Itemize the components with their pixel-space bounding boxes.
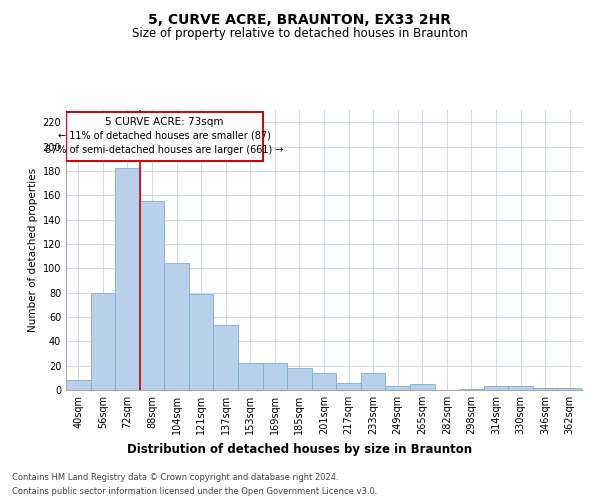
Text: 5, CURVE ACRE, BRAUNTON, EX33 2HR: 5, CURVE ACRE, BRAUNTON, EX33 2HR [149, 12, 452, 26]
Bar [459, 389, 484, 390]
Bar [287, 368, 312, 390]
Text: Distribution of detached houses by size in Braunton: Distribution of detached houses by size … [127, 442, 473, 456]
Text: 87% of semi-detached houses are larger (661) →: 87% of semi-detached houses are larger (… [45, 145, 284, 155]
Text: Contains public sector information licensed under the Open Government Licence v3: Contains public sector information licen… [12, 488, 377, 496]
Bar [533, 388, 557, 390]
Bar [66, 112, 263, 161]
Bar [508, 386, 533, 390]
Text: Contains HM Land Registry data © Crown copyright and database right 2024.: Contains HM Land Registry data © Crown c… [12, 472, 338, 482]
Bar [164, 264, 189, 390]
Bar [66, 380, 91, 390]
Bar [557, 388, 582, 390]
Bar [336, 382, 361, 390]
Bar [312, 373, 336, 390]
Text: 5 CURVE ACRE: 73sqm: 5 CURVE ACRE: 73sqm [105, 118, 224, 128]
Bar [361, 373, 385, 390]
Bar [238, 363, 263, 390]
Bar [484, 386, 508, 390]
Bar [214, 326, 238, 390]
Bar [115, 168, 140, 390]
Text: ← 11% of detached houses are smaller (87): ← 11% of detached houses are smaller (87… [58, 130, 271, 140]
Text: Size of property relative to detached houses in Braunton: Size of property relative to detached ho… [132, 28, 468, 40]
Bar [140, 202, 164, 390]
Y-axis label: Number of detached properties: Number of detached properties [28, 168, 38, 332]
Bar [410, 384, 434, 390]
Bar [91, 292, 115, 390]
Bar [263, 363, 287, 390]
Bar [385, 386, 410, 390]
Bar [189, 294, 214, 390]
